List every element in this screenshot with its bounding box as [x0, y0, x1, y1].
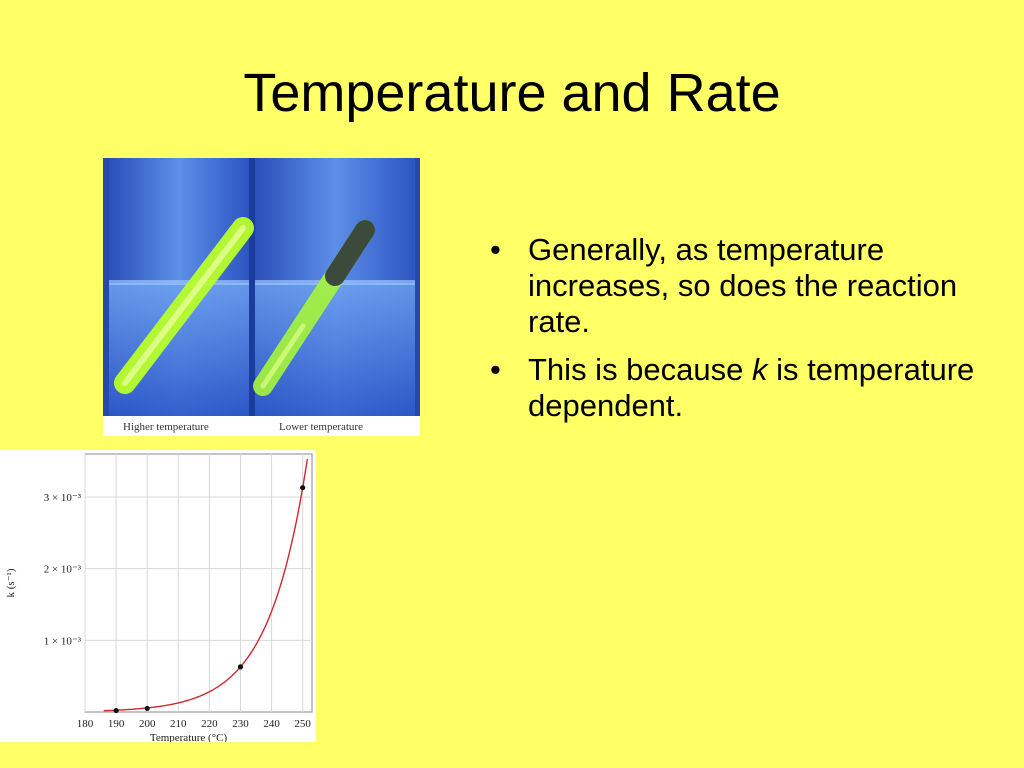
y-tick-label: 2 × 10⁻³: [44, 564, 82, 576]
slide-title: Temperature and Rate: [243, 63, 781, 123]
x-tick-label: 190: [108, 718, 125, 730]
data-point: [113, 707, 119, 714]
bullet-dot: •: [490, 232, 501, 267]
y-axis-label: k (s⁻¹): [5, 568, 17, 597]
x-tick-label: 210: [170, 718, 187, 730]
bullet-text-k: k: [752, 352, 768, 387]
data-point: [237, 664, 244, 670]
bullet-item: • Generally, as temperature increases, s…: [490, 232, 1010, 340]
x-tick-label: 180: [77, 718, 94, 730]
plot-frame: [84, 453, 313, 713]
series-curve: [103, 458, 308, 712]
left-caption: Higher temperature: [123, 421, 209, 433]
x-tick-label: 230: [232, 718, 249, 730]
glowstick-photo-image: [103, 158, 420, 416]
bullet-text-post: is temperature dependent.: [528, 352, 975, 423]
y-tick-label: 1 × 10⁻³: [44, 635, 82, 647]
x-tick-label: 240: [263, 718, 280, 730]
data-point: [144, 705, 150, 712]
bullet-item: • This is because k is temperature depen…: [490, 352, 1010, 424]
bullet-text: Generally, as temperature increases, so …: [528, 232, 958, 339]
y-tick-label: 3 × 10⁻³: [44, 492, 82, 504]
x-tick-label: 200: [139, 718, 156, 730]
rate-constant-chart-svg: 180 190 200 210 220 230 240 250 1 × 10⁻³ 2 × 10⁻³…: [5, 453, 313, 744]
rate-constant-chart: 180 190 200 210 220 230 240 250 1 × 10⁻³ 2 × 10⁻³…: [0, 450, 316, 744]
glowstick-photo: Higher temperature Lower temperature: [103, 158, 420, 436]
right-caption: Lower temperature: [279, 421, 363, 433]
x-tick-label: 250: [294, 718, 311, 730]
bullet-dot: •: [490, 352, 501, 387]
x-tick-label: 220: [201, 718, 218, 730]
x-axis-label: Temperature (°C): [150, 732, 228, 742]
bullet-list: • Generally, as temperature increases, s…: [490, 232, 1010, 436]
data-point: [300, 485, 306, 491]
bullet-text-pre: This is because: [528, 352, 752, 387]
